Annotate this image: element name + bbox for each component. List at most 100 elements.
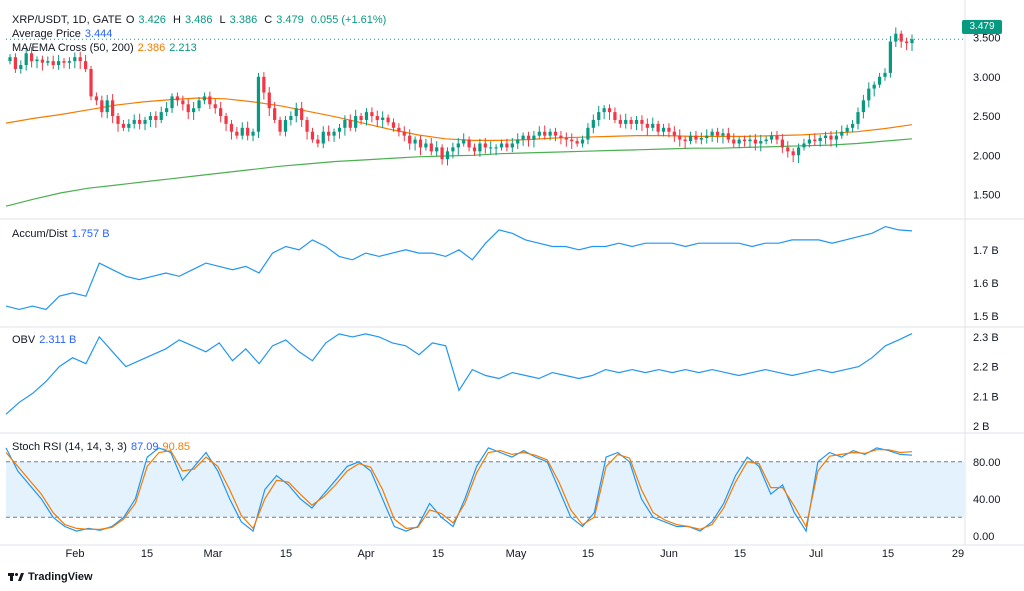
- candle-body: [327, 131, 331, 136]
- candle-body: [84, 61, 88, 69]
- stoch-rsi-series-1: [5, 449, 913, 530]
- candle-body: [829, 135, 833, 140]
- candle-body: [516, 139, 520, 144]
- candle-body: [121, 123, 126, 128]
- candle-body: [537, 131, 541, 136]
- candle-body: [370, 112, 374, 117]
- price-legend: XRP/USDT, 1D, GATE O 3.426 H 3.486 L 3.386 C…: [12, 13, 394, 27]
- stoch-band: [6, 461, 965, 518]
- candle-body: [402, 131, 406, 136]
- current-price-tag: 3.479: [962, 20, 1002, 34]
- candle-body: [602, 108, 606, 113]
- candle-body: [62, 61, 66, 63]
- candle-body: [802, 143, 806, 148]
- candle-body: [748, 139, 752, 142]
- candle-body: [440, 147, 444, 160]
- candle-body: [40, 59, 45, 63]
- candle-body: [208, 96, 212, 105]
- candle-body: [138, 119, 142, 124]
- candle-body: [688, 135, 693, 142]
- candle-body: [462, 139, 466, 144]
- candle-body: [483, 143, 487, 148]
- candle-body: [94, 96, 99, 101]
- time-tick-label: Apr: [357, 548, 374, 560]
- candle-body: [661, 127, 666, 132]
- candle-body: [553, 131, 558, 136]
- candle-body: [769, 135, 774, 140]
- candle-body: [526, 135, 531, 140]
- stoch-rsi-tick-label: 40.00: [973, 494, 1001, 506]
- obv-value: 2.311 B: [39, 334, 77, 346]
- accum-dist-pane: 1.7 B 1.6 B 1.5 B: [5, 225, 999, 323]
- candle-body: [57, 61, 61, 66]
- candle-body: [35, 59, 39, 62]
- candle-body: [629, 119, 633, 124]
- candle-body: [856, 112, 860, 124]
- candle-body: [888, 41, 893, 73]
- candle-body: [354, 116, 358, 128]
- price-tick-label: 1.500: [973, 189, 1001, 201]
- candle-body: [624, 119, 628, 124]
- candle-body: [732, 139, 736, 144]
- candle-body: [305, 119, 309, 132]
- candle-body: [759, 141, 763, 144]
- candle-body: [192, 108, 196, 113]
- brand-label: TradingView: [28, 571, 93, 583]
- time-tick-label: 15: [582, 548, 594, 560]
- candle-body: [883, 72, 887, 77]
- candle-body: [667, 127, 671, 132]
- price-tick-label: 3.500: [973, 33, 1001, 45]
- time-tick-label: Mar: [204, 548, 223, 560]
- candle-body: [710, 131, 714, 136]
- candle-body: [645, 123, 649, 128]
- candle-body: [8, 57, 12, 62]
- price-pane: 3.500 3.000 2.500 2.000 1.500: [5, 27, 1001, 207]
- candle-body: [586, 127, 590, 140]
- candle-body: [429, 143, 433, 152]
- ohlc-readout: O 3.426 H 3.486 L 3.386 C 3.479 0.055 (+1.61…: [125, 14, 387, 26]
- candle-body: [359, 116, 363, 120]
- ma-fast-value: 2.386: [137, 42, 166, 54]
- obv-tick-label: 2.2 B: [973, 362, 999, 374]
- time-tick-label: 29: [952, 548, 964, 560]
- candle-body: [316, 139, 320, 144]
- candle-body: [13, 57, 18, 69]
- candle-body: [910, 39, 914, 44]
- candle-body: [796, 147, 801, 156]
- candle-body: [337, 127, 342, 132]
- candle-body: [235, 131, 239, 136]
- candle-body: [570, 139, 574, 142]
- tradingview-logo[interactable]: TradingView: [8, 571, 93, 583]
- candle-body: [478, 143, 482, 152]
- price-tick-label: 2.500: [973, 111, 1001, 123]
- candle-body: [575, 141, 579, 144]
- stoch-rsi-tick-label: 0.00: [973, 531, 994, 543]
- candle-body: [262, 76, 266, 93]
- obv-legend: OBV 2.311 B: [12, 334, 77, 346]
- candle-body: [472, 147, 477, 152]
- candle-body: [348, 119, 352, 128]
- candle-body: [683, 139, 687, 142]
- ma-fast-line: [5, 97, 913, 141]
- candle-body: [375, 116, 379, 120]
- candle-body: [640, 119, 644, 124]
- time-tick-label: 15: [432, 548, 444, 560]
- time-tick-label: 15: [882, 548, 894, 560]
- candle-body: [499, 143, 504, 148]
- candle-body: [742, 139, 747, 142]
- time-tick-label: Feb: [66, 548, 85, 560]
- candle-body: [170, 96, 174, 109]
- candle-body: [489, 147, 493, 149]
- candle-body: [51, 61, 55, 66]
- candle-body: [548, 131, 552, 136]
- candle-body: [786, 147, 790, 152]
- stoch-legend: Stoch RSI (14, 14, 3, 3) 87.09 90.85: [12, 441, 191, 453]
- candle-body: [613, 112, 617, 120]
- candle-body: [143, 119, 147, 124]
- avg-price-value: 3.444: [84, 28, 113, 40]
- candle-body: [100, 100, 104, 113]
- candle-body: [67, 61, 72, 63]
- candle-body: [451, 147, 455, 152]
- candle-body: [219, 108, 223, 117]
